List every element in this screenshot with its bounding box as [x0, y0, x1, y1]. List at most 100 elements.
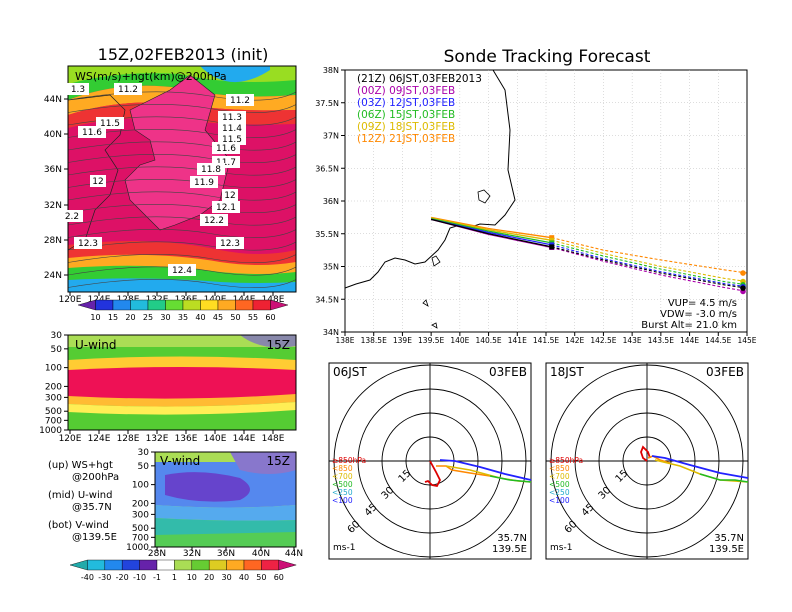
height-label-bg: [218, 122, 246, 134]
hodograph-trace: [424, 460, 442, 488]
height-label: 12.1: [216, 203, 236, 213]
tracking-grid: [345, 70, 747, 332]
colorbar-label: 30: [160, 313, 170, 322]
colorbar-swatch: [191, 559, 210, 571]
lat-tick-label: 44N: [44, 95, 62, 105]
height-label-bg: [90, 175, 106, 187]
lon-tick-label: 144E: [233, 434, 256, 444]
hodograph-trace: [699, 473, 749, 483]
colorbar-label: -1: [153, 573, 161, 582]
height-label-bg: [67, 83, 89, 95]
track-marker: [549, 237, 555, 243]
polar-level-label: <250: [549, 488, 570, 497]
lon-tick-label: 140E: [204, 434, 227, 444]
polar-level-label: <850: [332, 464, 353, 473]
lat-tick-label: 35.5N: [315, 230, 339, 239]
height-label-bg: [212, 201, 240, 213]
p-tick-label: 500: [45, 407, 62, 417]
height-label: 11.9: [194, 178, 214, 188]
colorbar-label: -40: [81, 573, 94, 582]
colorbar-label: 55: [248, 313, 258, 322]
colorbar-swatch: [104, 559, 123, 571]
lat-tick-label: 34N: [323, 328, 339, 337]
colorbar-label: 20: [204, 573, 214, 582]
polar-level-label: ≥850hPa: [332, 456, 366, 465]
polar-level-label: <700: [332, 472, 353, 481]
hodograph-trace: [439, 459, 532, 481]
lon-tick-label: 144.5E: [705, 336, 731, 345]
tracking-lon-ticks: 138E 138.5E 139E 139.5E 140E 140.5E 141E 141.5E…: [335, 332, 757, 345]
track-dashed: [551, 244, 748, 288]
tracking-legend-item: (09Z) 18JST,03FEB: [357, 121, 455, 133]
polar-lon: 139.5E: [709, 544, 744, 555]
lat-tick-label: 28N: [44, 236, 62, 246]
height-label: 11.6: [82, 128, 102, 138]
u-wind-plot: [68, 335, 296, 430]
lon-tick-label: 136E: [175, 434, 198, 444]
lat-tick-label: 37N: [323, 132, 339, 141]
polar-level-label: <500: [549, 480, 570, 489]
track-marker: [549, 235, 555, 241]
height-label: 11.4: [222, 124, 242, 134]
hodograph-trace: [651, 455, 749, 479]
colorbar-label: 40: [195, 313, 205, 322]
colorbar-swatch: [165, 299, 184, 311]
height-contour: [68, 104, 296, 113]
colorbar-swatch: [235, 299, 254, 311]
ws-colorbar: 10 15 20 25 30 35 40 45 50 55 60: [77, 299, 289, 322]
height-label-bg: [226, 94, 254, 106]
lat-tick-label: 40N: [44, 130, 62, 140]
height-label-bg: [218, 111, 246, 123]
height-contour: [68, 229, 296, 238]
polar-level-label: <700: [549, 472, 570, 481]
lat-tick-label: 34.5N: [315, 295, 339, 304]
u-wind-label: U-wind: [75, 338, 116, 352]
p-tick-label: 700: [45, 416, 62, 426]
lat-tick-label: 36N: [323, 197, 339, 206]
height-label: 1.3: [71, 85, 85, 95]
polar-level-label: <250: [332, 488, 353, 497]
colorbar-label: 30: [222, 573, 232, 582]
legend-line-top: (bot) V-wind: [48, 520, 109, 531]
height-label: 11.6: [216, 144, 236, 154]
height-label: 12.4: [172, 266, 192, 276]
lon-tick-label: 148E: [262, 295, 285, 305]
polar-lat: 35.7N: [497, 533, 527, 544]
colorbar-swatch: [139, 559, 158, 571]
colorbar-label: 1: [172, 573, 177, 582]
polar-lat: 35.7N: [714, 533, 744, 544]
track-marker: [549, 244, 555, 250]
colorbar-swatch: [252, 299, 271, 311]
colorbar-swatch: [200, 299, 219, 311]
colorbar-swatch: [208, 559, 227, 571]
v-wind-label: V-wind: [160, 454, 200, 468]
panel-legend: (up) WS+hgt@200hPa (mid) U-wind@35.7N (bot…: [48, 460, 119, 543]
hodograph-trace: [647, 455, 671, 464]
track-dashed: [551, 246, 748, 289]
height-label: 11.2: [230, 96, 250, 106]
polar-level-label: <100: [332, 496, 353, 505]
track-solid: [431, 216, 552, 239]
colorbar-label: 60: [274, 573, 284, 582]
colorbar-label: 10: [90, 313, 100, 322]
tracking-legend-item: (12Z) 21JST,03FEB: [357, 133, 455, 145]
height-label-bg: [212, 142, 240, 154]
height-labels: 1.3 11.211.211.311.5 11.411.611.511.611.71…: [61, 83, 254, 276]
height-label: 12.2: [204, 216, 224, 226]
height-contour: [68, 154, 296, 163]
colorbar-swatch: [278, 559, 297, 571]
height-label: 11.5: [100, 119, 120, 129]
lon-tick-label: 139E: [393, 336, 412, 345]
lat-tick-label: 36.5N: [315, 164, 339, 173]
polar-lon: 139.5E: [492, 544, 527, 555]
track-dashed: [551, 237, 748, 274]
lon-tick-label: 138E: [335, 336, 354, 345]
track-end-point: [740, 270, 746, 276]
polar-level-label: <100: [549, 496, 570, 505]
lake-icon: [477, 189, 491, 204]
p-tick-label: 200: [45, 382, 62, 392]
lat-tick-label: 36N: [217, 549, 235, 559]
lon-tick-label: 120E: [59, 434, 82, 444]
height-contour: [68, 91, 296, 101]
